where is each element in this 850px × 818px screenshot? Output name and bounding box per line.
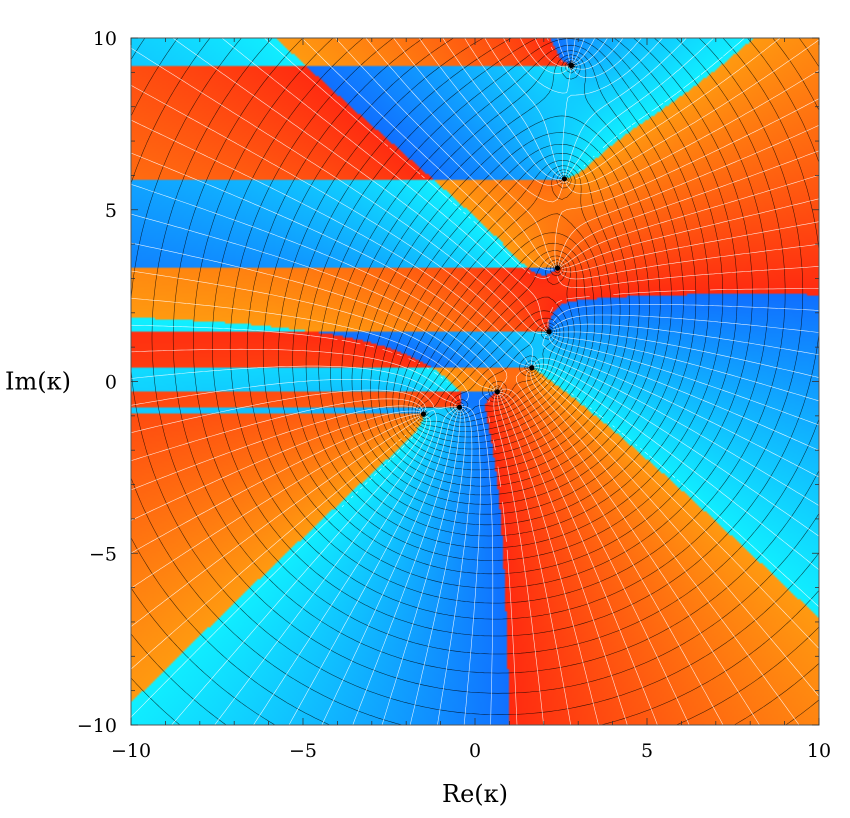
zero-point [529, 365, 535, 371]
y-tick-label: 10 [93, 28, 117, 50]
x-tick-label: 0 [469, 740, 481, 762]
x-tick-label: −5 [289, 740, 317, 762]
x-tick-label: −10 [111, 740, 151, 762]
x-tick-label: 5 [641, 740, 653, 762]
zero-point [494, 389, 500, 395]
zero-point [420, 411, 426, 417]
y-tick-label: −10 [77, 715, 117, 737]
y-tick-label: 5 [105, 200, 117, 222]
y-tick-label: 0 [105, 372, 117, 394]
y-tick-label: −5 [89, 543, 117, 565]
zero-point [554, 265, 561, 271]
y-axis-ticks: −10 −5 0 5 10 [77, 28, 819, 737]
zero-point [456, 404, 463, 410]
zero-markers [420, 62, 574, 417]
x-axis-ticks: −10 −5 0 5 10 [111, 38, 831, 762]
zero-point [568, 62, 574, 69]
x-axis-label: Re(κ) [442, 780, 508, 808]
phase-heatmap [131, 38, 819, 725]
modulus-contours [131, 38, 819, 725]
zero-point [546, 329, 552, 335]
x-tick-label: 10 [807, 740, 831, 762]
zero-point [561, 176, 568, 182]
y-axis-label: Im(κ) [5, 368, 71, 396]
